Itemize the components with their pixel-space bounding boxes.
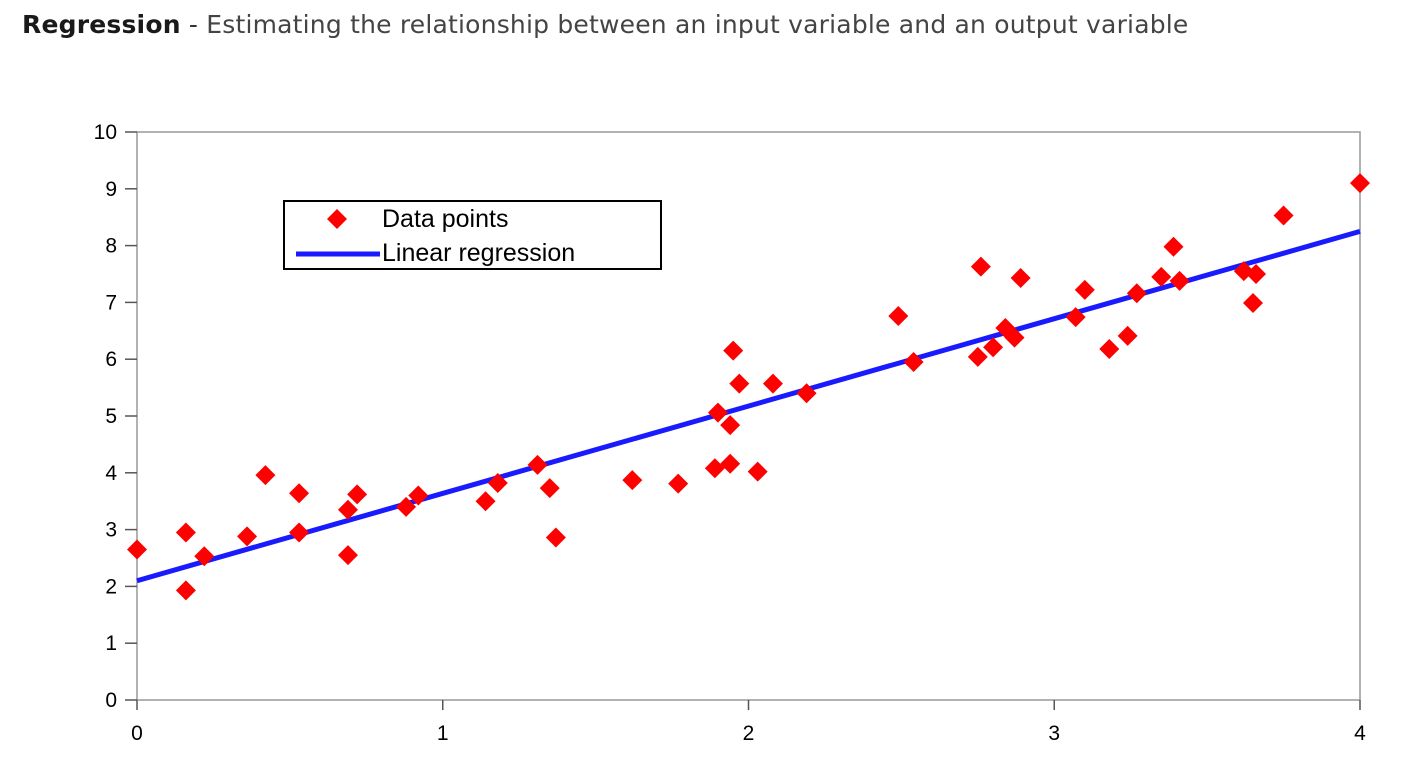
- data-point: [255, 465, 276, 486]
- x-tick-label: 0: [131, 722, 143, 745]
- y-tick-label: 9: [105, 178, 117, 201]
- data-point: [970, 256, 991, 277]
- data-point: [396, 496, 417, 517]
- chart-legend: Data points Linear regression: [283, 200, 662, 270]
- heading-description: Estimating the relationship between an i…: [206, 10, 1189, 39]
- data-point: [1004, 327, 1025, 348]
- data-point: [408, 485, 429, 506]
- data-point: [289, 522, 310, 543]
- data-point: [1074, 279, 1095, 300]
- y-tick-label: 1: [105, 632, 117, 655]
- regression-line-layer: [136, 228, 1361, 584]
- data-point: [747, 461, 768, 482]
- legend-label-linear-regression: Linear regression: [382, 239, 575, 267]
- x-tick-label: 1: [437, 722, 449, 745]
- data-point: [237, 526, 258, 547]
- data-point: [487, 473, 508, 494]
- legend-box: [283, 200, 662, 270]
- y-tick-label: 7: [105, 291, 117, 314]
- data-point: [527, 454, 548, 475]
- y-tick-label: 0: [105, 689, 117, 712]
- data-point: [337, 545, 358, 566]
- x-tick-label: 3: [1048, 722, 1060, 745]
- data-point: [1242, 292, 1263, 313]
- data-point: [539, 478, 560, 499]
- data-point: [668, 473, 689, 494]
- data-point: [720, 415, 741, 436]
- data-point: [1273, 205, 1294, 226]
- heading-term: Regression: [22, 10, 181, 39]
- data-point: [707, 402, 728, 423]
- heading-separator: -: [180, 10, 207, 39]
- data-point: [175, 522, 196, 543]
- x-tick-label: 2: [743, 722, 755, 745]
- y-tick-label: 6: [105, 348, 117, 371]
- data-point: [194, 546, 215, 567]
- data-point: [175, 580, 196, 601]
- data-point: [1169, 270, 1190, 291]
- data-point: [888, 306, 909, 327]
- data-point: [762, 373, 783, 394]
- data-point: [967, 346, 988, 367]
- data-point: [704, 458, 725, 479]
- data-point: [983, 337, 1004, 358]
- data-point: [545, 527, 566, 548]
- data-point: [903, 352, 924, 373]
- slide-heading: Regression - Estimating the relationship…: [22, 10, 1189, 39]
- data-point: [1350, 173, 1370, 194]
- data-point: [1151, 266, 1172, 287]
- data-point: [729, 373, 750, 394]
- data-point: [289, 483, 310, 504]
- data-point: [475, 491, 496, 512]
- data-point: [1010, 267, 1031, 288]
- y-tick-label: 10: [94, 121, 117, 144]
- chart-axes: 0 1 2 3 4 5 6 7 8 9 10 0 1 2 3 4: [94, 121, 1367, 745]
- x-tick-label: 4: [1354, 722, 1366, 745]
- y-tick-label: 5: [105, 405, 117, 428]
- legend-label-data-points: Data points: [382, 205, 508, 233]
- data-point: [1126, 283, 1147, 304]
- y-tick-label: 2: [105, 575, 117, 598]
- data-point: [347, 484, 368, 505]
- data-point: [337, 499, 358, 520]
- data-point: [127, 539, 147, 560]
- data-point: [723, 340, 744, 361]
- y-tick-label: 3: [105, 519, 117, 542]
- data-point: [1065, 307, 1086, 328]
- data-point: [720, 453, 741, 474]
- data-point: [1117, 325, 1138, 346]
- data-point: [1099, 338, 1120, 359]
- y-tick-label: 8: [105, 235, 117, 258]
- data-point: [1163, 236, 1184, 257]
- data-point: [1246, 264, 1267, 284]
- y-tick-label: 4: [105, 462, 117, 485]
- data-points-layer: [127, 173, 1370, 601]
- regression-line: [136, 228, 1361, 584]
- legend-point-marker: [327, 209, 347, 229]
- data-point: [796, 383, 817, 404]
- data-point: [622, 470, 643, 491]
